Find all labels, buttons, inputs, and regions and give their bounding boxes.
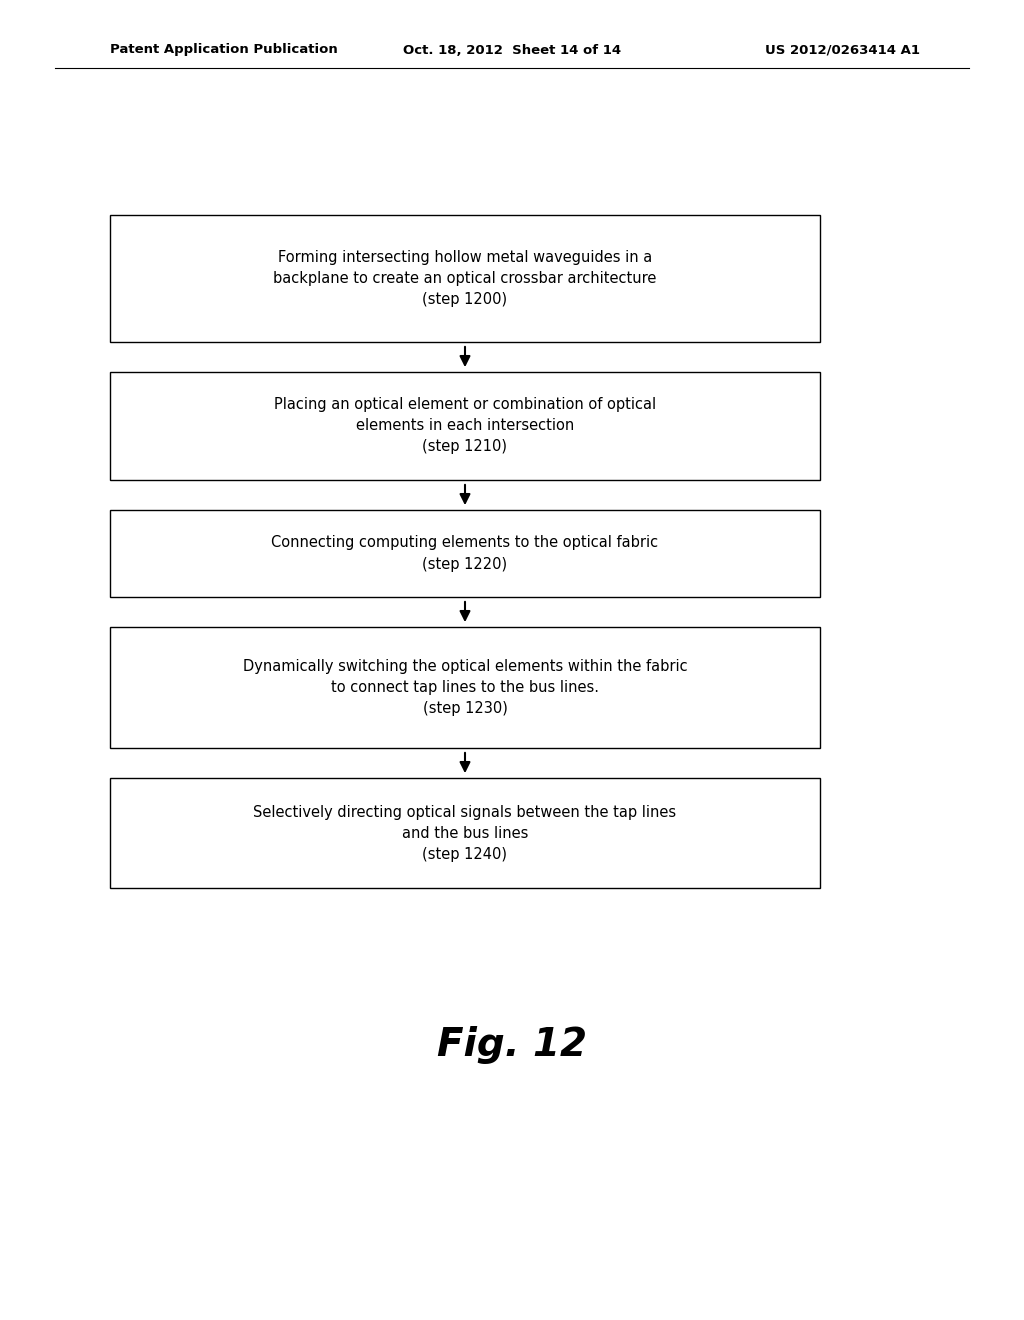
- Text: US 2012/0263414 A1: US 2012/0263414 A1: [765, 44, 920, 57]
- Bar: [110, 627, 820, 748]
- Text: Placing an optical element or combination of optical
elements in each intersecti: Placing an optical element or combinatio…: [274, 397, 656, 454]
- Text: Fig. 12: Fig. 12: [437, 1026, 587, 1064]
- Bar: [110, 372, 820, 480]
- Text: Dynamically switching the optical elements within the fabric
to connect tap line: Dynamically switching the optical elemen…: [243, 659, 687, 715]
- Text: Oct. 18, 2012  Sheet 14 of 14: Oct. 18, 2012 Sheet 14 of 14: [402, 44, 622, 57]
- Text: Selectively directing optical signals between the tap lines
and the bus lines
(s: Selectively directing optical signals be…: [253, 804, 677, 862]
- Bar: [110, 510, 820, 597]
- Bar: [110, 777, 820, 888]
- Bar: [110, 215, 820, 342]
- Text: Forming intersecting hollow metal waveguides in a
backplane to create an optical: Forming intersecting hollow metal wavegu…: [273, 249, 656, 308]
- Text: Patent Application Publication: Patent Application Publication: [110, 44, 338, 57]
- Text: Connecting computing elements to the optical fabric
(step 1220): Connecting computing elements to the opt…: [271, 536, 658, 572]
